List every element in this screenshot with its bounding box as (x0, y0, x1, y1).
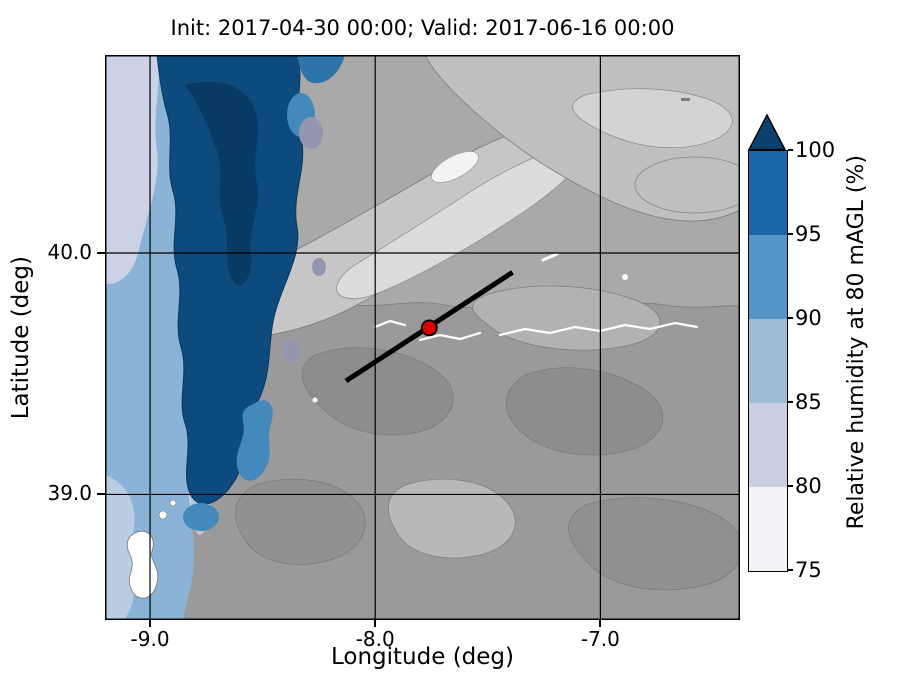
y-tick-mark (97, 493, 105, 496)
colorbar-tick-label: 85 (795, 390, 822, 414)
y-axis-label: Latitude (deg) (8, 255, 34, 420)
humidity-80-85 (105, 475, 135, 620)
colorbar-tick-mark (788, 317, 793, 319)
plot-frame (105, 55, 740, 620)
y-axis-label-wrap: Latitude (deg) (4, 55, 38, 620)
colorbar-segment (749, 151, 787, 235)
river (373, 319, 407, 329)
terrain-plateau-inner (572, 88, 733, 149)
x-tick-label: -9.0 (130, 627, 170, 651)
river (418, 331, 482, 342)
colorbar-tick-label: 95 (795, 222, 822, 246)
colorbar-tick-label: 100 (795, 138, 836, 162)
overlay-layer (344, 270, 514, 384)
x-tick-label: -7.0 (580, 627, 620, 651)
y-tick-label: 39.0 (47, 481, 92, 506)
colorbar-tick-label: 80 (795, 474, 822, 498)
grid-layer (105, 55, 740, 620)
colorbar-segment (749, 487, 787, 571)
y-tick-mark (97, 251, 105, 254)
colorbar-tick-mark (788, 149, 793, 151)
y-tick-label: 40.0 (47, 239, 92, 264)
colorbar-label: Relative humidity at 80 mAGL (%) (843, 155, 869, 530)
terrain-contour (568, 497, 740, 591)
plot-title: Init: 2017-04-30 00:00; Valid: 2017-06-1… (170, 16, 675, 40)
humidity-90-95 (183, 503, 219, 531)
terrain-ridge-inner (336, 145, 585, 299)
colorbar-tick-mark (788, 569, 793, 571)
terrain-contour (472, 285, 661, 351)
colorbar-tick-label: 75 (795, 558, 822, 582)
colorbar-extend-triangle (748, 114, 786, 150)
humidity-100-plus (185, 81, 259, 286)
reservoir (169, 499, 177, 507)
humidity-75-80 (282, 339, 300, 363)
map-canvas (105, 55, 740, 620)
x-tick-label: -8.0 (355, 627, 395, 651)
river (312, 397, 318, 403)
x-tick-mark (599, 620, 602, 627)
x-axis-label: Longitude (deg) (330, 644, 514, 670)
station-marker (420, 319, 438, 337)
terrain-mark (681, 98, 690, 101)
terrain-layer (105, 55, 740, 620)
terrain-contour-ring (634, 156, 740, 214)
colorbar-tick-mark (788, 485, 793, 487)
reservoir (158, 510, 168, 520)
river (541, 252, 559, 262)
humidity-75-80 (312, 258, 326, 276)
colorbar-extend-shape (748, 114, 786, 150)
humidity-layer (105, 55, 345, 620)
humidity-90-95 (297, 55, 345, 84)
colorbar-tick-mark (788, 401, 793, 403)
colorbar-label-wrap: Relative humidity at 80 mAGL (%) (834, 100, 878, 585)
colorbar-tick-label: 90 (795, 306, 822, 330)
terrain-contour (388, 478, 516, 559)
river (622, 274, 628, 280)
colorbar-segment (749, 235, 787, 319)
colorbar-body (748, 150, 788, 572)
x-tick-mark (149, 620, 152, 627)
terrain-contour (505, 367, 663, 456)
terrain-contour (235, 478, 366, 565)
reservoir (126, 530, 159, 599)
colorbar-segment (749, 403, 787, 487)
humidity-75-80 (299, 117, 323, 149)
plot-area (105, 55, 740, 620)
humidity-90-95 (236, 400, 273, 481)
x-tick-mark (374, 620, 377, 627)
colorbar-segment (749, 319, 787, 403)
humidity-75-80 (105, 55, 159, 284)
colorbar-tick-mark (788, 233, 793, 235)
terrain-peak (431, 151, 479, 183)
colorbar (748, 114, 788, 572)
